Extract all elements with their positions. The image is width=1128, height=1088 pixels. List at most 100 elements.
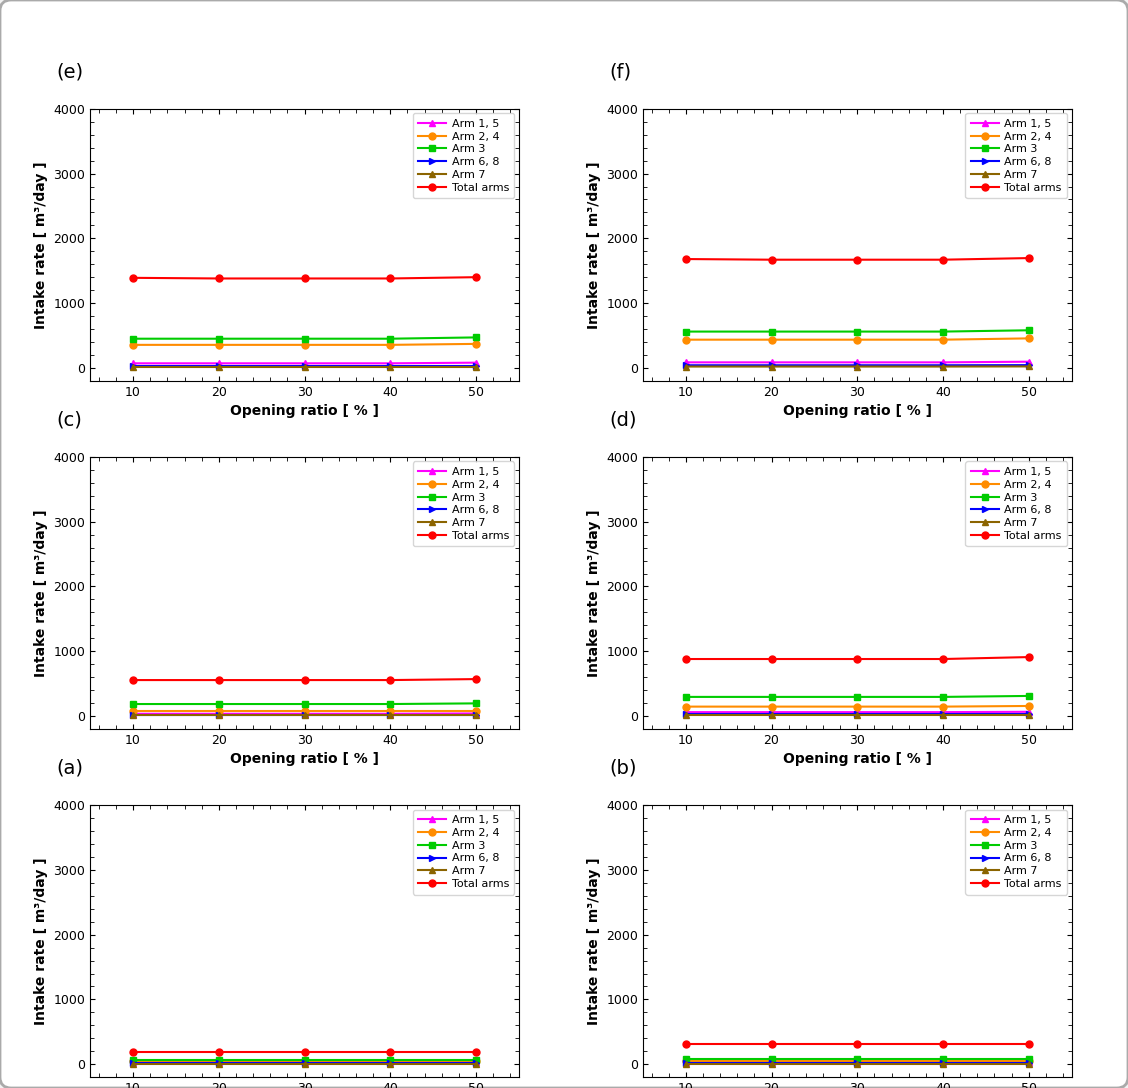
Arm 2, 4 <box>851 700 864 713</box>
Arm 6, 8 <box>384 359 397 372</box>
Line: Arm 1, 5: Arm 1, 5 <box>130 710 479 717</box>
Arm 2, 4 <box>851 333 864 346</box>
Arm 7 <box>765 360 778 373</box>
Arm 6, 8 <box>936 707 950 720</box>
Arm 7 <box>126 709 140 722</box>
Line: Total arms: Total arms <box>682 255 1032 263</box>
Arm 7 <box>469 709 483 722</box>
Y-axis label: Intake rate [ m³/day ]: Intake rate [ m³/day ] <box>587 509 601 677</box>
Arm 1, 5 <box>1022 355 1036 368</box>
Arm 6, 8 <box>851 707 864 720</box>
Line: Arm 1, 5: Arm 1, 5 <box>682 1059 1032 1066</box>
Arm 1, 5 <box>851 1055 864 1068</box>
Arm 7 <box>936 708 950 721</box>
Arm 3 <box>1022 324 1036 337</box>
Arm 7 <box>936 1058 950 1071</box>
Text: (a): (a) <box>56 759 83 778</box>
Total arms <box>765 254 778 267</box>
Arm 6, 8 <box>679 1056 693 1070</box>
Arm 3 <box>936 325 950 338</box>
Line: Arm 3: Arm 3 <box>682 692 1032 701</box>
Text: (d): (d) <box>609 411 636 430</box>
Arm 2, 4 <box>384 338 397 351</box>
Total arms <box>936 1038 950 1051</box>
Arm 2, 4 <box>212 1054 226 1067</box>
Arm 3 <box>384 1053 397 1066</box>
Arm 7 <box>936 360 950 373</box>
Arm 1, 5 <box>765 1055 778 1068</box>
Total arms <box>765 1038 778 1051</box>
Arm 7 <box>1022 360 1036 373</box>
Total arms <box>298 673 311 687</box>
Legend: Arm 1, 5, Arm 2, 4, Arm 3, Arm 6, 8, Arm 7, Total arms: Arm 1, 5, Arm 2, 4, Arm 3, Arm 6, 8, Arm… <box>413 461 514 546</box>
Arm 2, 4 <box>1022 332 1036 345</box>
Arm 7 <box>384 1058 397 1071</box>
Total arms <box>936 653 950 666</box>
Arm 6, 8 <box>936 1056 950 1070</box>
Line: Total arms: Total arms <box>130 1048 479 1055</box>
Arm 2, 4 <box>469 704 483 717</box>
Arm 7 <box>469 360 483 373</box>
Arm 2, 4 <box>936 1054 950 1067</box>
Total arms <box>298 272 311 285</box>
Line: Arm 1, 5: Arm 1, 5 <box>682 708 1032 716</box>
X-axis label: Opening ratio [ % ]: Opening ratio [ % ] <box>230 753 379 766</box>
Legend: Arm 1, 5, Arm 2, 4, Arm 3, Arm 6, 8, Arm 7, Total arms: Arm 1, 5, Arm 2, 4, Arm 3, Arm 6, 8, Arm… <box>966 809 1067 894</box>
Line: Arm 3: Arm 3 <box>130 334 479 343</box>
Arm 2, 4 <box>765 700 778 713</box>
Arm 1, 5 <box>212 707 226 720</box>
Arm 1, 5 <box>851 706 864 719</box>
Arm 1, 5 <box>1022 705 1036 718</box>
Line: Total arms: Total arms <box>682 654 1032 663</box>
Line: Arm 6, 8: Arm 6, 8 <box>682 1060 1032 1066</box>
Line: Arm 2, 4: Arm 2, 4 <box>130 1058 479 1064</box>
Line: Arm 2, 4: Arm 2, 4 <box>682 703 1032 710</box>
Arm 6, 8 <box>765 707 778 720</box>
Total arms <box>851 254 864 267</box>
Arm 7 <box>212 709 226 722</box>
Arm 6, 8 <box>936 359 950 372</box>
Arm 1, 5 <box>1022 1055 1036 1068</box>
Total arms <box>212 1044 226 1058</box>
Arm 3 <box>679 1053 693 1066</box>
Arm 7 <box>298 709 311 722</box>
Arm 1, 5 <box>212 357 226 370</box>
Y-axis label: Intake rate [ m³/day ]: Intake rate [ m³/day ] <box>34 509 49 677</box>
Y-axis label: Intake rate [ m³/day ]: Intake rate [ m³/day ] <box>34 857 49 1025</box>
Arm 1, 5 <box>212 1055 226 1068</box>
Legend: Arm 1, 5, Arm 2, 4, Arm 3, Arm 6, 8, Arm 7, Total arms: Arm 1, 5, Arm 2, 4, Arm 3, Arm 6, 8, Arm… <box>966 113 1067 198</box>
Arm 2, 4 <box>765 333 778 346</box>
Arm 7 <box>298 1058 311 1071</box>
Line: Arm 3: Arm 3 <box>682 326 1032 335</box>
Arm 1, 5 <box>384 1055 397 1068</box>
Arm 3 <box>679 325 693 338</box>
Arm 1, 5 <box>936 706 950 719</box>
Line: Arm 7: Arm 7 <box>130 712 479 719</box>
Arm 6, 8 <box>851 359 864 372</box>
Line: Arm 6, 8: Arm 6, 8 <box>682 361 1032 369</box>
Line: Arm 6, 8: Arm 6, 8 <box>130 1060 479 1066</box>
Arm 6, 8 <box>384 1056 397 1070</box>
Arm 7 <box>1022 1058 1036 1071</box>
Arm 6, 8 <box>1022 1056 1036 1070</box>
Arm 6, 8 <box>1022 707 1036 720</box>
Line: Arm 2, 4: Arm 2, 4 <box>130 341 479 348</box>
Arm 7 <box>384 709 397 722</box>
Arm 7 <box>679 360 693 373</box>
Arm 3 <box>765 325 778 338</box>
Arm 3 <box>936 691 950 704</box>
Arm 3 <box>679 691 693 704</box>
Total arms <box>469 271 483 284</box>
Line: Arm 1, 5: Arm 1, 5 <box>130 1059 479 1066</box>
Line: Arm 7: Arm 7 <box>682 1060 1032 1067</box>
Arm 2, 4 <box>212 338 226 351</box>
Arm 3 <box>384 697 397 710</box>
Total arms <box>384 272 397 285</box>
Arm 6, 8 <box>384 708 397 721</box>
Line: Arm 2, 4: Arm 2, 4 <box>130 707 479 715</box>
Arm 1, 5 <box>298 1055 311 1068</box>
Total arms <box>212 673 226 687</box>
Total arms <box>679 1038 693 1051</box>
Total arms <box>126 271 140 284</box>
Line: Arm 2, 4: Arm 2, 4 <box>682 1058 1032 1064</box>
